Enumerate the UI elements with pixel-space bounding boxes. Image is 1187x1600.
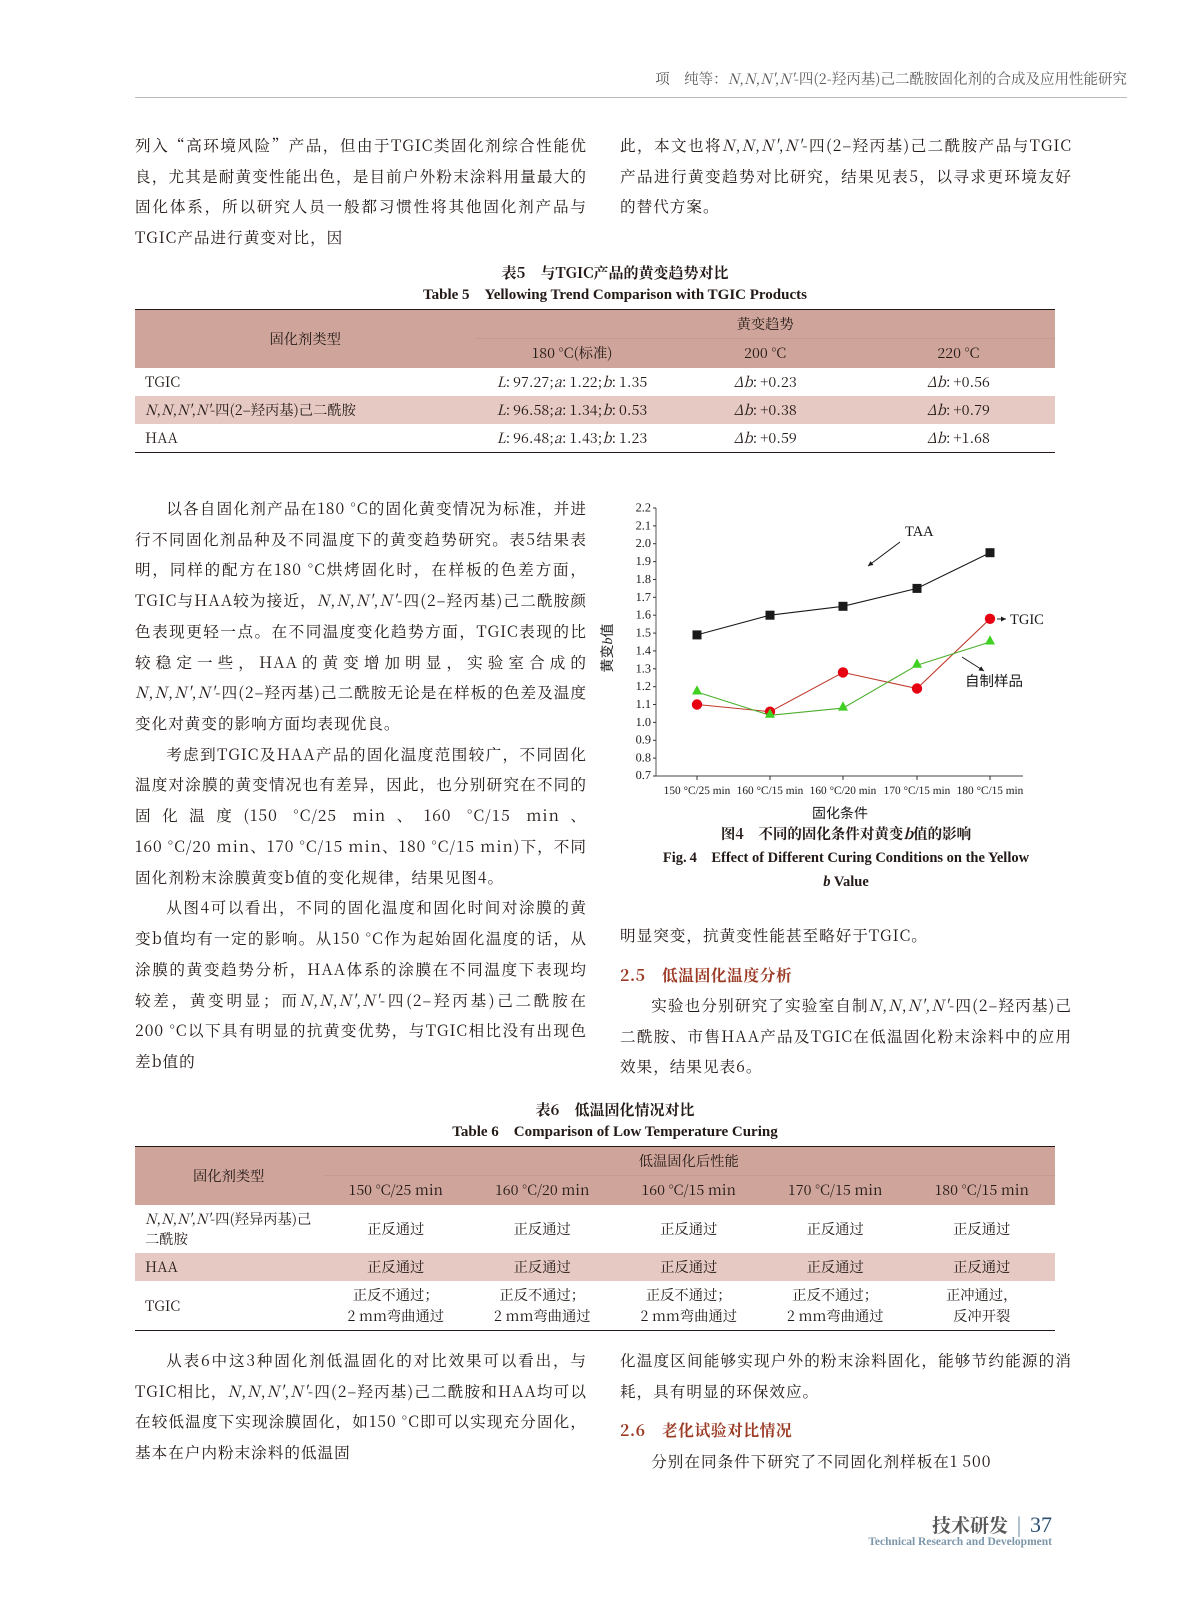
svg-text:0.7: 0.7 (636, 768, 651, 782)
svg-text:1.8: 1.8 (636, 572, 651, 586)
svg-text:1.6: 1.6 (636, 608, 651, 622)
svg-text:1.3: 1.3 (636, 661, 651, 675)
svg-text:1.1: 1.1 (636, 697, 651, 711)
svg-text:2.1: 2.1 (636, 518, 651, 532)
svg-text:1.7: 1.7 (636, 590, 651, 604)
svg-text:1.2: 1.2 (636, 679, 651, 693)
svg-text:170 °C/15 min: 170 °C/15 min (884, 785, 951, 797)
svg-text:160 °C/15 min: 160 °C/15 min (737, 785, 804, 797)
svg-text:0.8: 0.8 (636, 751, 651, 765)
svg-text:150 °C/25 min: 150 °C/25 min (664, 785, 731, 797)
svg-text:160 °C/20 min: 160 °C/20 min (810, 785, 877, 797)
svg-text:1.5: 1.5 (636, 626, 651, 640)
svg-text:0.9: 0.9 (636, 733, 651, 747)
svg-text:TGIC: TGIC (1010, 612, 1044, 628)
svg-text:固化条件: 固化条件 (812, 806, 868, 822)
svg-text:2.0: 2.0 (636, 536, 651, 550)
svg-text:2.2: 2.2 (636, 501, 651, 515)
svg-text:黄变b值: 黄变b值 (600, 624, 616, 673)
svg-text:1.9: 1.9 (636, 554, 651, 568)
svg-text:自制样品: 自制样品 (965, 673, 1023, 690)
svg-text:TAA: TAA (905, 524, 934, 540)
svg-text:180 °C/15 min: 180 °C/15 min (957, 785, 1024, 797)
svg-text:1.4: 1.4 (636, 643, 651, 657)
svg-text:1.0: 1.0 (636, 715, 651, 729)
